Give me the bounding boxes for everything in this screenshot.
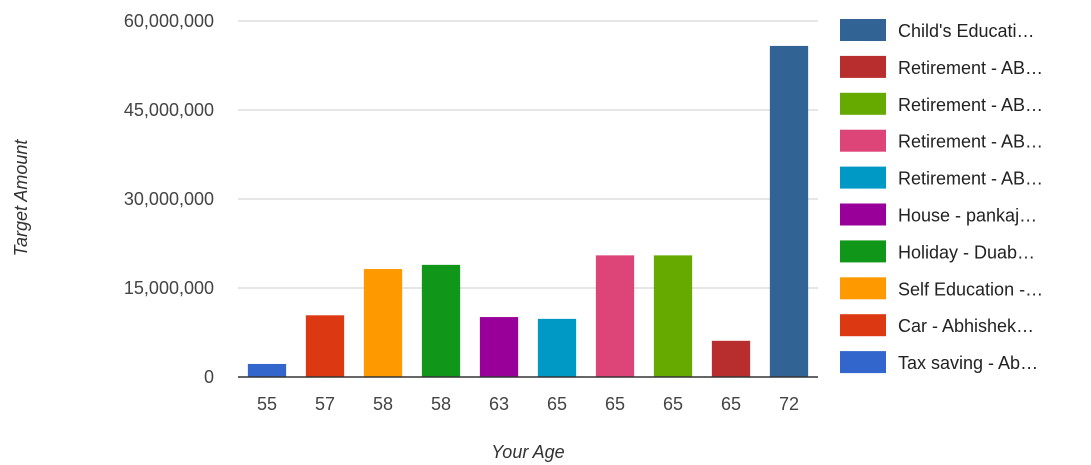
bar[interactable] (421, 264, 461, 377)
legend-label[interactable]: Self Education -… (898, 279, 1043, 299)
y-tick-label: 60,000,000 (124, 11, 214, 31)
legend-swatch (840, 203, 886, 226)
legend-swatch (840, 55, 886, 78)
bar[interactable] (595, 255, 635, 377)
x-tick-label: 65 (663, 394, 683, 414)
x-tick-label: 65 (721, 394, 741, 414)
y-tick-label: 15,000,000 (124, 278, 214, 298)
y-tick-label: 0 (204, 367, 214, 387)
legend-swatch (840, 351, 886, 374)
legend-swatch (840, 92, 886, 115)
bar[interactable] (711, 340, 751, 377)
bar[interactable] (363, 269, 403, 377)
legend-label[interactable]: Retirement - AB… (898, 169, 1043, 189)
legend-label[interactable]: Retirement - AB… (898, 132, 1043, 152)
y-axis-title: Target Amount (11, 139, 31, 257)
bar[interactable] (537, 318, 577, 377)
bar[interactable] (653, 255, 693, 377)
x-tick-label: 65 (547, 394, 567, 414)
y-tick-label: 30,000,000 (124, 189, 214, 209)
legend-swatch (840, 166, 886, 189)
legend-swatch (840, 19, 886, 41)
bar[interactable] (479, 317, 519, 377)
x-tick-label: 58 (431, 394, 451, 414)
legend-swatch (840, 277, 886, 300)
x-tick-label: 65 (605, 394, 625, 414)
legend-label[interactable]: Retirement - AB… (898, 58, 1043, 78)
legend-label[interactable]: Retirement - AB… (898, 95, 1043, 115)
x-tick-label: 63 (489, 394, 509, 414)
gridlines (238, 20, 818, 289)
x-tick-label: 57 (315, 394, 335, 414)
bar[interactable] (247, 363, 287, 377)
legend: Child's Educati… Retirement - AB… Retireme… (840, 19, 1043, 374)
bars (247, 45, 809, 378)
legend-swatch (840, 314, 886, 337)
legend-label[interactable]: Car - Abhishek… (898, 316, 1034, 336)
y-axis-ticks: 0 15,000,000 30,000,000 45,000,000 60,000,00… (124, 11, 214, 387)
legend-label[interactable]: Child's Educati… (898, 21, 1035, 41)
legend-label[interactable]: House - pankaj… (898, 206, 1037, 226)
y-tick-label: 45,000,000 (124, 100, 214, 120)
x-axis-ticks: 55 57 58 58 63 65 65 65 65 72 (257, 394, 799, 414)
legend-label[interactable]: Holiday - Duab… (898, 242, 1035, 262)
x-axis-title: Your Age (491, 442, 564, 462)
x-tick-label: 72 (779, 394, 799, 414)
x-tick-label: 58 (373, 394, 393, 414)
bar[interactable] (769, 45, 809, 378)
legend-label[interactable]: Tax saving - Ab… (898, 353, 1038, 373)
legend-swatch (840, 240, 886, 263)
bar[interactable] (305, 315, 345, 377)
x-tick-label: 55 (257, 394, 277, 414)
legend-swatch (840, 129, 886, 152)
